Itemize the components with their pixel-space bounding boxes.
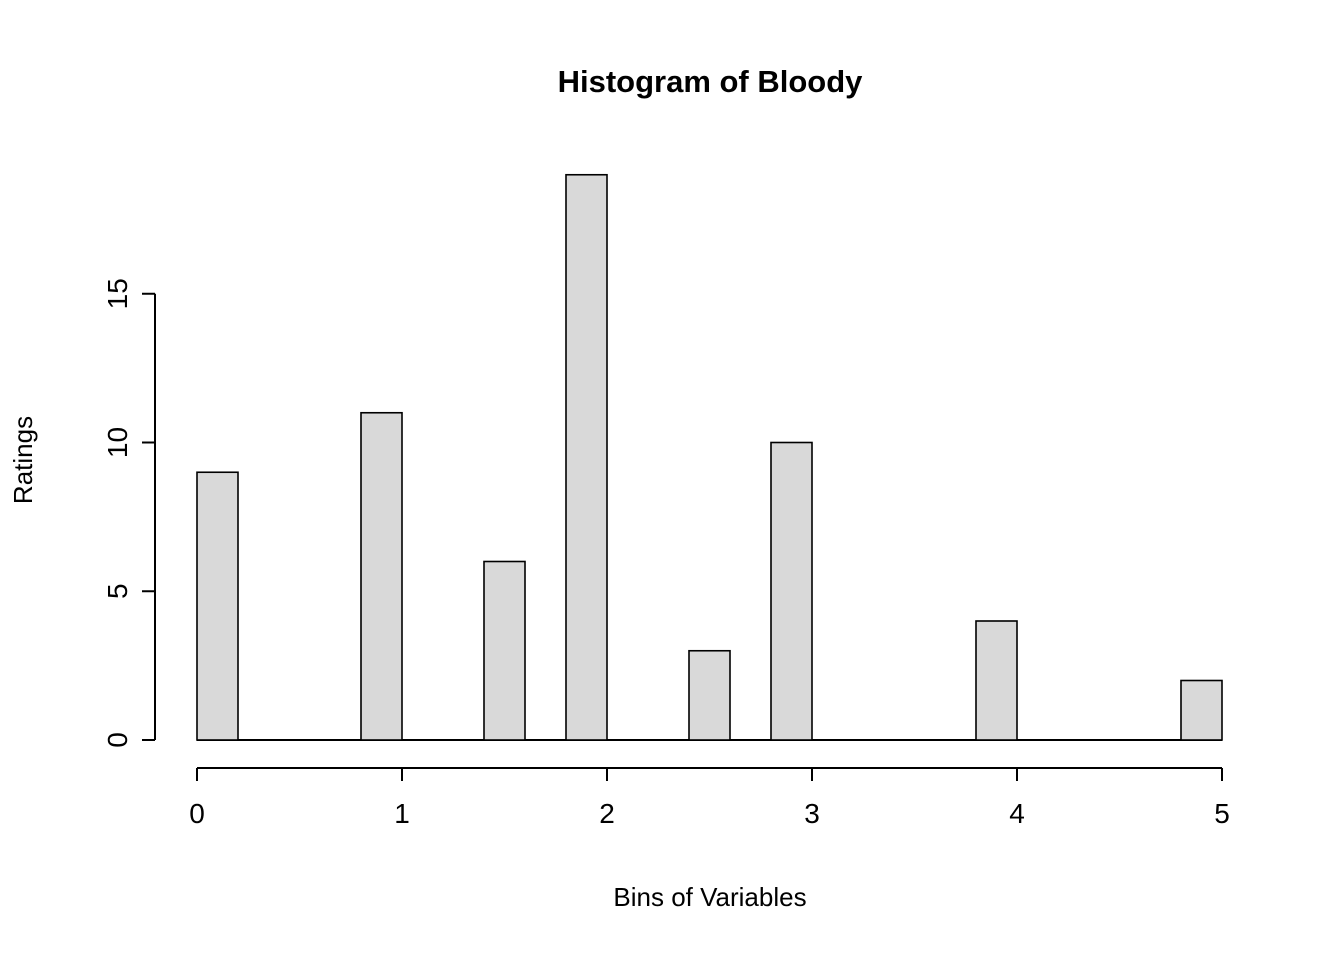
x-tick-label: 5 bbox=[1214, 798, 1230, 829]
y-tick-label: 10 bbox=[102, 427, 133, 458]
histogram-bar bbox=[360, 411, 403, 741]
x-tick-label: 0 bbox=[189, 798, 205, 829]
x-tick-label: 2 bbox=[599, 798, 615, 829]
bars-group bbox=[196, 173, 1223, 741]
histogram-bar bbox=[975, 620, 1018, 741]
histogram-bar bbox=[688, 649, 731, 741]
histogram-bar bbox=[565, 173, 608, 741]
histogram-bar bbox=[770, 441, 813, 741]
histogram-bar bbox=[196, 471, 239, 741]
y-tick-label: 5 bbox=[102, 583, 133, 599]
y-tick-label: 0 bbox=[102, 732, 133, 748]
y-axis: 0 5 10 15 bbox=[102, 278, 156, 748]
histogram-bar bbox=[1180, 679, 1223, 741]
y-axis-label: Ratings bbox=[8, 416, 38, 504]
histogram-bar bbox=[483, 560, 526, 741]
x-tick-label: 3 bbox=[804, 798, 820, 829]
x-tick-label: 1 bbox=[394, 798, 410, 829]
x-tick-label: 4 bbox=[1009, 798, 1025, 829]
chart-title: Histogram of Bloody bbox=[558, 64, 864, 99]
y-tick-label: 15 bbox=[102, 278, 133, 309]
x-axis: 0 1 2 3 4 5 bbox=[189, 767, 1230, 829]
x-axis-label: Bins of Variables bbox=[613, 882, 806, 912]
